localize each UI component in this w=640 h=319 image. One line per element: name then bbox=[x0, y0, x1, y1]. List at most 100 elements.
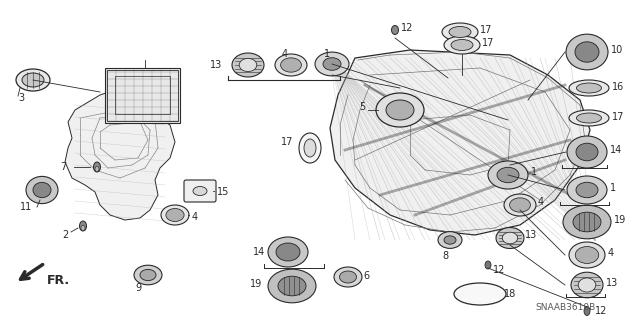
Ellipse shape bbox=[299, 133, 321, 163]
Ellipse shape bbox=[93, 162, 100, 172]
Polygon shape bbox=[65, 88, 175, 220]
Text: 1: 1 bbox=[610, 183, 616, 193]
Text: 1: 1 bbox=[324, 49, 330, 59]
Ellipse shape bbox=[442, 23, 478, 41]
Ellipse shape bbox=[79, 221, 86, 231]
Ellipse shape bbox=[26, 176, 58, 204]
Ellipse shape bbox=[33, 182, 51, 198]
Text: 4: 4 bbox=[538, 197, 544, 207]
Ellipse shape bbox=[502, 232, 518, 244]
Bar bbox=[107, 70, 178, 121]
Ellipse shape bbox=[567, 176, 607, 204]
Text: 7: 7 bbox=[60, 162, 67, 172]
Ellipse shape bbox=[569, 110, 609, 126]
Ellipse shape bbox=[576, 182, 598, 198]
Ellipse shape bbox=[575, 247, 598, 263]
Ellipse shape bbox=[315, 52, 349, 76]
Text: 12: 12 bbox=[493, 265, 506, 275]
Text: 17: 17 bbox=[482, 38, 494, 48]
Text: 16: 16 bbox=[612, 82, 624, 92]
Text: SNAAB3610B: SNAAB3610B bbox=[535, 303, 595, 313]
Text: 14: 14 bbox=[610, 145, 622, 155]
Ellipse shape bbox=[569, 242, 605, 268]
Ellipse shape bbox=[334, 267, 362, 287]
Text: 10: 10 bbox=[611, 45, 623, 55]
Text: 17: 17 bbox=[480, 25, 492, 35]
Ellipse shape bbox=[22, 73, 44, 87]
Text: 19: 19 bbox=[614, 215, 627, 225]
Ellipse shape bbox=[304, 139, 316, 157]
Text: 13: 13 bbox=[525, 230, 537, 240]
Ellipse shape bbox=[268, 269, 316, 303]
Ellipse shape bbox=[449, 26, 471, 38]
Ellipse shape bbox=[444, 36, 480, 54]
Ellipse shape bbox=[576, 143, 598, 161]
Ellipse shape bbox=[566, 34, 608, 70]
Text: 4: 4 bbox=[608, 248, 614, 258]
Ellipse shape bbox=[276, 243, 300, 261]
Text: 17: 17 bbox=[612, 112, 625, 122]
Text: 8: 8 bbox=[442, 251, 448, 261]
Text: 18: 18 bbox=[504, 289, 516, 299]
Bar bbox=[115, 76, 170, 114]
Text: 9: 9 bbox=[135, 283, 141, 293]
Ellipse shape bbox=[166, 209, 184, 221]
Ellipse shape bbox=[134, 265, 162, 285]
Ellipse shape bbox=[339, 271, 356, 283]
Ellipse shape bbox=[16, 69, 50, 91]
FancyBboxPatch shape bbox=[184, 180, 216, 202]
Ellipse shape bbox=[140, 270, 156, 281]
Text: 15: 15 bbox=[217, 187, 229, 197]
Ellipse shape bbox=[485, 261, 491, 269]
Text: 13: 13 bbox=[606, 278, 618, 288]
Ellipse shape bbox=[193, 187, 207, 196]
Polygon shape bbox=[330, 50, 590, 235]
Text: 2: 2 bbox=[62, 230, 68, 240]
Ellipse shape bbox=[81, 226, 85, 231]
Ellipse shape bbox=[563, 205, 611, 239]
Ellipse shape bbox=[454, 283, 506, 305]
Ellipse shape bbox=[376, 93, 424, 127]
Ellipse shape bbox=[569, 80, 609, 96]
Ellipse shape bbox=[392, 26, 399, 34]
Ellipse shape bbox=[278, 276, 306, 296]
Ellipse shape bbox=[577, 113, 602, 123]
Ellipse shape bbox=[571, 272, 603, 298]
Text: 5: 5 bbox=[359, 102, 365, 112]
Ellipse shape bbox=[573, 212, 601, 232]
Ellipse shape bbox=[161, 205, 189, 225]
Ellipse shape bbox=[95, 167, 99, 172]
Ellipse shape bbox=[496, 227, 524, 249]
Ellipse shape bbox=[504, 194, 536, 216]
FancyBboxPatch shape bbox=[105, 68, 180, 123]
Ellipse shape bbox=[575, 42, 599, 62]
Ellipse shape bbox=[488, 161, 528, 189]
Ellipse shape bbox=[567, 136, 607, 168]
Ellipse shape bbox=[578, 278, 596, 292]
Ellipse shape bbox=[268, 237, 308, 267]
Text: 17: 17 bbox=[280, 137, 293, 147]
Ellipse shape bbox=[509, 198, 531, 212]
Ellipse shape bbox=[232, 53, 264, 77]
Text: 12: 12 bbox=[401, 23, 413, 33]
Ellipse shape bbox=[386, 100, 414, 120]
Text: 4: 4 bbox=[282, 49, 288, 59]
Ellipse shape bbox=[280, 58, 301, 72]
Ellipse shape bbox=[438, 232, 462, 249]
Ellipse shape bbox=[275, 54, 307, 76]
Ellipse shape bbox=[239, 58, 257, 71]
Ellipse shape bbox=[444, 236, 456, 244]
Text: 1: 1 bbox=[531, 167, 537, 177]
Text: 4: 4 bbox=[192, 212, 198, 222]
Text: 14: 14 bbox=[253, 247, 265, 257]
Ellipse shape bbox=[584, 307, 590, 315]
Ellipse shape bbox=[577, 83, 602, 93]
Text: 12: 12 bbox=[595, 306, 607, 316]
Ellipse shape bbox=[451, 40, 473, 50]
Text: 13: 13 bbox=[210, 60, 222, 70]
Text: 6: 6 bbox=[363, 271, 369, 281]
Text: 19: 19 bbox=[250, 279, 262, 289]
Ellipse shape bbox=[497, 167, 519, 183]
Ellipse shape bbox=[323, 58, 341, 70]
Text: 3: 3 bbox=[18, 93, 24, 103]
